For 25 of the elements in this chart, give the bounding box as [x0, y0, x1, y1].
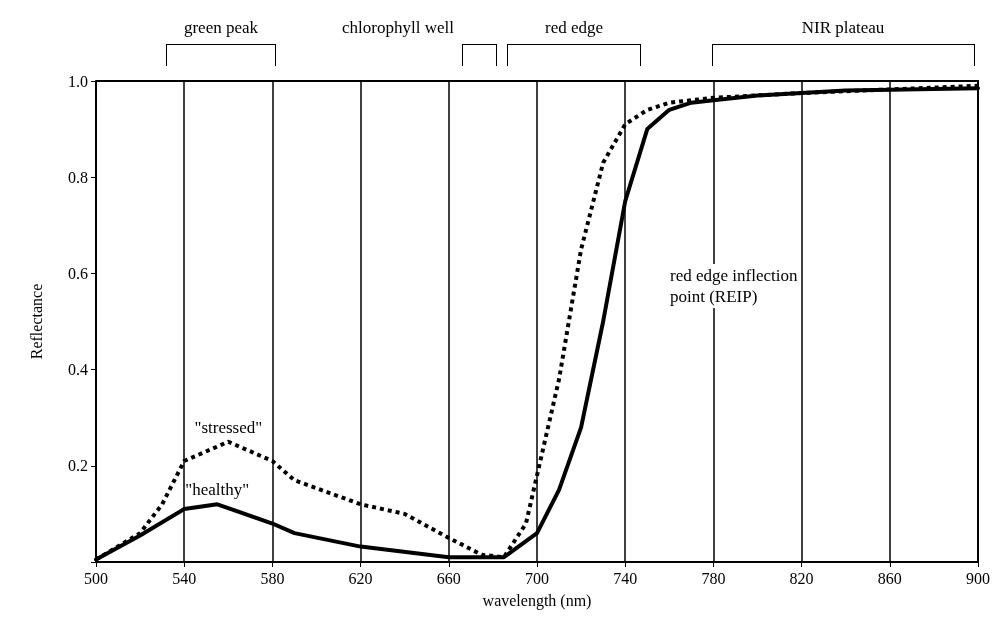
text: NIR plateau — [801, 18, 885, 37]
y-tick-label: 0.6 — [68, 264, 88, 282]
y-tick-label: 1.0 — [68, 72, 88, 90]
y-tick-label: 0.2 — [68, 457, 88, 475]
y-tick-label: 0.4 — [68, 361, 88, 379]
x-tick-label: 540 — [172, 569, 197, 587]
annotation: red edge inflection point (REIP) — [670, 266, 798, 306]
x-tick-label: 660 — [436, 569, 461, 587]
y-tick-label: 0.8 — [68, 168, 88, 186]
series-label: "stressed" — [194, 417, 263, 437]
x-tick-label: 860 — [877, 569, 902, 587]
x-tick-label: 500 — [84, 569, 108, 587]
x-tick-label: 580 — [260, 569, 285, 587]
x-tick-label: 620 — [348, 569, 373, 587]
text: chlorophyll well — [342, 18, 455, 37]
x-tick-label: 780 — [701, 569, 726, 587]
x-tick-label: 820 — [789, 569, 814, 587]
x-tick-label: 700 — [525, 569, 549, 587]
x-tick-label: 740 — [613, 569, 638, 587]
y-axis-title: Reflectance — [27, 283, 45, 360]
series-label: "healthy" — [185, 480, 250, 500]
x-tick-label: 900 — [966, 569, 990, 587]
text: green peak — [183, 18, 259, 37]
text: red edge — [544, 18, 604, 37]
x-axis-title: wavelength (nm) — [482, 591, 592, 610]
